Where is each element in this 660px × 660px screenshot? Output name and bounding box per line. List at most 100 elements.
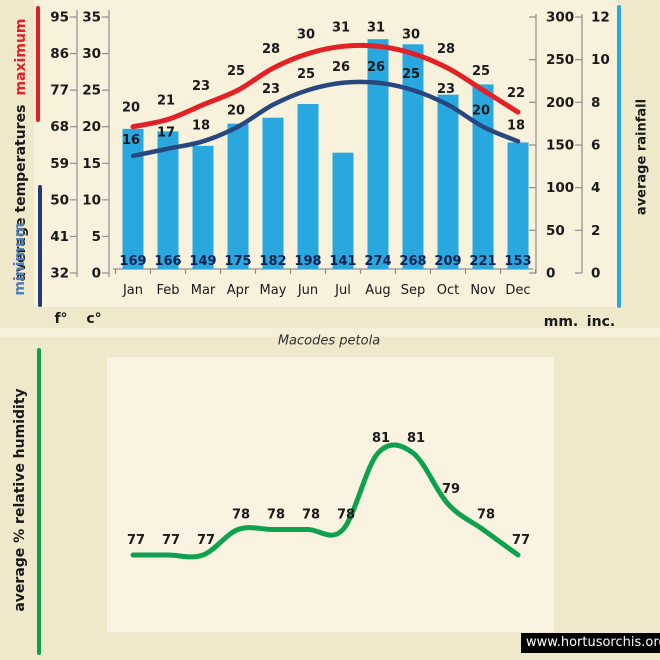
celsius-tick-label: 0	[92, 266, 101, 282]
maximum-temperature-label: 28	[437, 42, 455, 57]
humidity-value-label: 77	[127, 533, 145, 548]
minimum-temperature-label: 18	[192, 118, 210, 133]
minimum-temperature-label: 20	[472, 104, 490, 119]
rainfall-value-label: 198	[294, 254, 321, 269]
rainfall-value-label: 221	[469, 254, 496, 269]
humidity-value-label: 81	[407, 431, 425, 446]
minimum-temperature-label: 23	[262, 82, 280, 97]
rainfall-bar	[437, 94, 459, 269]
fahrenheit-tick-label: 32	[50, 266, 69, 282]
fahrenheit-tick-label: 50	[50, 192, 69, 208]
rainfall-bar	[157, 131, 179, 269]
rainfall-legend-line	[617, 5, 621, 308]
minimum-temperature-line	[130, 79, 521, 159]
fahrenheit-tick-label: 59	[50, 156, 69, 172]
humidity-value-label: 81	[372, 431, 390, 446]
rainfall-bar	[192, 145, 214, 269]
month-label: Dec	[505, 283, 530, 298]
celsius-tick-label: 30	[82, 46, 101, 62]
maximum-temperature-label: 31	[367, 20, 385, 35]
minimum-temperature-label: 26	[332, 60, 350, 75]
millimeters-unit-label: mm.	[543, 314, 579, 330]
minimum-temperature-label: 23	[437, 82, 455, 97]
fahrenheit-tick-label: 77	[50, 83, 69, 99]
rainfall-value-label: 182	[259, 254, 286, 269]
celsius-tick-label: 10	[82, 192, 101, 208]
minimum-temperature-label: 18	[507, 118, 525, 133]
fahrenheit-tick-label: 41	[50, 229, 69, 245]
humidity-chart: 77 77 77 78 78 78 78 81 81 79 78 77	[127, 431, 530, 560]
maximum-temperature-label: 31	[332, 20, 350, 35]
humidity-line	[130, 442, 521, 560]
rainfall-bar	[297, 104, 319, 269]
fahrenheit-tick-label: 86	[50, 46, 69, 62]
month-label: May	[260, 283, 287, 298]
minimum-temperature-label: 20	[227, 104, 245, 119]
millimeters-tick-label: 150	[546, 138, 574, 154]
maximum-temperature-label: 20	[122, 101, 140, 116]
humidity-value-label: 77	[197, 533, 215, 548]
maximum-temperature-label: 25	[227, 64, 245, 79]
humidity-value-label: 78	[302, 508, 320, 523]
month-label: Jan	[122, 283, 143, 298]
rainfall-bar	[262, 117, 284, 270]
millimeters-tick-label: 50	[546, 223, 565, 239]
maximum-legend-line	[36, 6, 40, 122]
rainfall-value-label: 169	[119, 254, 146, 269]
month-label: Feb	[156, 283, 179, 298]
maximum-temperature-label: 23	[192, 79, 210, 94]
inches-tick-label: 0	[591, 266, 600, 282]
maximum-temperature-label: 30	[402, 28, 420, 43]
celsius-tick-label: 5	[92, 229, 101, 245]
millimeters-tick-label: 200	[546, 95, 574, 111]
minimum-temperature-label: 26	[367, 60, 385, 75]
humidity-value-label: 78	[477, 508, 495, 523]
minimum-temperature-label: 17	[157, 126, 175, 141]
month-label: Apr	[227, 283, 250, 298]
inches-tick-label: 10	[591, 52, 610, 68]
inches-tick-label: 2	[591, 223, 600, 239]
millimeters-tick-label: 100	[546, 180, 574, 196]
humidity-value-label: 78	[232, 508, 250, 523]
website-watermark[interactable]: www.hortusorchis.org	[521, 633, 660, 653]
celsius-unit-label: c°	[86, 311, 102, 327]
inches-tick-label: 8	[591, 95, 600, 111]
rainfall-bar	[402, 44, 424, 269]
humidity-value-label: 78	[337, 508, 355, 523]
rainfall-value-label: 268	[399, 254, 426, 269]
inches-unit-label: inc.	[586, 314, 616, 330]
maximum-temperature-label: 22	[507, 86, 525, 101]
month-label: Nov	[470, 283, 496, 298]
rainfall-bar	[332, 152, 354, 269]
humidity-value-label: 78	[267, 508, 285, 523]
minimum-legend-line	[38, 185, 42, 307]
celsius-tick-label: 25	[82, 83, 101, 99]
maximum-temperature-label: 21	[157, 93, 175, 108]
minimum-temperature-label: 16	[122, 133, 140, 148]
month-label: Sep	[401, 283, 426, 298]
fahrenheit-unit-label: f°	[54, 311, 68, 327]
maximum-temperature-label: 30	[297, 28, 315, 43]
fahrenheit-tick-label: 68	[50, 119, 69, 135]
month-label: Aug	[365, 283, 390, 298]
species-title: Macodes petola	[277, 333, 381, 349]
rainfall-value-label: 149	[189, 254, 216, 269]
inches-tick-label: 6	[591, 138, 600, 154]
section-divider	[0, 328, 660, 337]
humidity-value-label: 77	[162, 533, 180, 548]
rainfall-value-label: 166	[154, 254, 181, 269]
humidity-legend-line	[37, 348, 41, 655]
rainfall-bar	[227, 123, 249, 270]
humidity-panel	[107, 357, 554, 632]
celsius-tick-label: 20	[82, 119, 101, 135]
rainfall-value-label: 209	[434, 254, 461, 269]
millimeters-tick-label: 300	[546, 10, 574, 26]
rainfall-bar	[367, 39, 389, 269]
fahrenheit-tick-label: 95	[50, 9, 69, 25]
rainfall-value-label: 274	[364, 254, 391, 269]
millimeters-tick-label: 0	[546, 266, 555, 282]
humidity-value-label: 77	[512, 533, 530, 548]
maximum-temperature-label: 25	[472, 64, 490, 79]
